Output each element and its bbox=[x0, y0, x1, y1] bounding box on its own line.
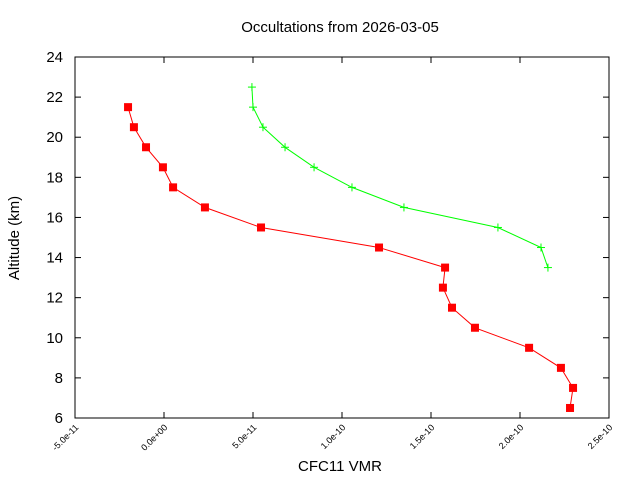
series-1-point bbox=[124, 103, 133, 112]
x-tick-label: 1.5e-10 bbox=[408, 422, 437, 451]
y-tick-label: 8 bbox=[55, 370, 63, 387]
y-tick-label: 16 bbox=[46, 209, 63, 226]
y-tick-label: 22 bbox=[46, 89, 63, 106]
x-tick-label: 1.0e-10 bbox=[319, 422, 348, 451]
x-tick-label: 0.0e+00 bbox=[139, 422, 169, 452]
y-tick-label: 10 bbox=[46, 330, 63, 347]
series-1-line bbox=[127, 106, 574, 409]
series-1-point bbox=[438, 283, 447, 292]
y-tick-label: 12 bbox=[46, 290, 63, 307]
series-1-point bbox=[158, 163, 167, 172]
series-2-point bbox=[399, 203, 408, 212]
y-tick-label: 6 bbox=[55, 410, 63, 427]
series-2-point bbox=[493, 223, 502, 232]
series-1-point bbox=[470, 323, 479, 332]
plot-frame bbox=[74, 56, 610, 419]
series-1-point bbox=[525, 343, 534, 352]
series-2-point bbox=[537, 243, 546, 252]
y-axis-label: Altitude (km) bbox=[6, 196, 23, 280]
series-1-point bbox=[569, 383, 578, 392]
x-tick-label: 2.0e-10 bbox=[497, 422, 526, 451]
chart-title: Occultations from 2026-03-05 bbox=[241, 19, 439, 36]
series-2-point bbox=[281, 143, 290, 152]
series-2-point bbox=[249, 103, 257, 112]
series-1-point bbox=[441, 263, 450, 272]
x-tick-label: 2.5e-10 bbox=[586, 422, 615, 451]
series-2-point bbox=[258, 123, 267, 132]
series-2-line bbox=[251, 87, 549, 268]
series-1-point bbox=[375, 243, 384, 252]
series-1-point bbox=[556, 363, 565, 372]
y-tick-label: 20 bbox=[46, 129, 63, 146]
series-2-point bbox=[543, 263, 552, 272]
series-1-point bbox=[448, 303, 457, 312]
x-axis-label: CFC11 VMR bbox=[298, 458, 382, 475]
series-1-point bbox=[169, 183, 178, 192]
series-1-point bbox=[257, 223, 266, 232]
series-1-point bbox=[200, 203, 209, 212]
series-1-point bbox=[129, 123, 138, 132]
series-1-point bbox=[566, 403, 575, 412]
series-2-point bbox=[247, 83, 256, 92]
y-tick-label: 14 bbox=[46, 250, 63, 267]
series-1-point bbox=[142, 143, 151, 152]
y-tick-label: 18 bbox=[46, 169, 63, 186]
x-tick-label: 5.0e-11 bbox=[230, 422, 258, 450]
series-2-point bbox=[310, 163, 319, 172]
series-2-point bbox=[347, 183, 356, 192]
y-tick-label: 24 bbox=[46, 49, 63, 66]
